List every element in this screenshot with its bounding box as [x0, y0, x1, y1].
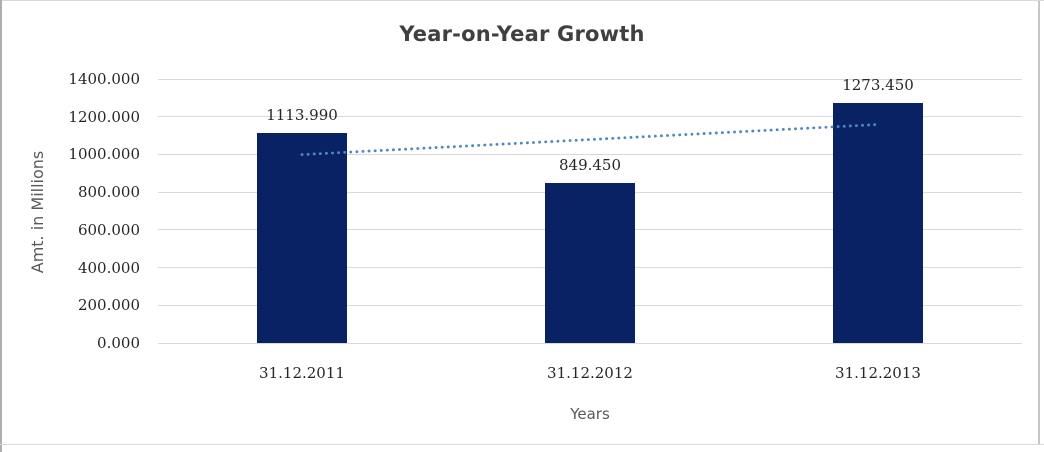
- chart-frame-right-border: [1038, 1, 1040, 445]
- gridline: [158, 116, 1022, 118]
- y-axis-tick-label: 1000.000: [68, 145, 140, 164]
- x-axis-tick-label: 31.12.2013: [835, 364, 921, 382]
- y-axis-tick-label: 600.000: [77, 220, 140, 239]
- bar: [257, 132, 347, 343]
- bar-data-label: 849.450: [558, 155, 622, 174]
- y-axis-tick-label: 200.000: [77, 296, 140, 315]
- x-axis-title: Years: [570, 405, 610, 423]
- y-axis-title: Amt. in Millions: [28, 150, 47, 274]
- y-axis-tick-label: 1200.000: [68, 107, 140, 126]
- trendline: [300, 123, 880, 156]
- chart-frame-bottom-border: [0, 444, 1044, 445]
- x-axis-tick-label: 31.12.2011: [259, 364, 345, 382]
- y-axis-tick-label: 400.000: [77, 258, 140, 277]
- chart-frame-left-border: [0, 0, 2, 452]
- y-axis-tick-label: 0.000: [97, 334, 140, 352]
- x-axis-tick-label: 31.12.2012: [547, 364, 633, 382]
- y-axis-tick-label: 1400.000: [68, 70, 140, 88]
- trendline-path: [300, 123, 880, 156]
- gridline: [158, 153, 1022, 155]
- gridline: [158, 78, 1022, 80]
- bar: [833, 102, 923, 343]
- bar: [545, 182, 635, 343]
- chart-frame-top-border: [0, 0, 1044, 1]
- bar-data-label: 1113.990: [266, 105, 338, 124]
- gridline: [158, 342, 1022, 344]
- chart-title: Year-on-Year Growth: [399, 22, 645, 46]
- plot-area: 1113.990 849.450 1273.450: [158, 75, 1022, 344]
- y-axis-tick-label: 800.000: [77, 183, 140, 202]
- bar-data-label: 1273.450: [842, 75, 914, 94]
